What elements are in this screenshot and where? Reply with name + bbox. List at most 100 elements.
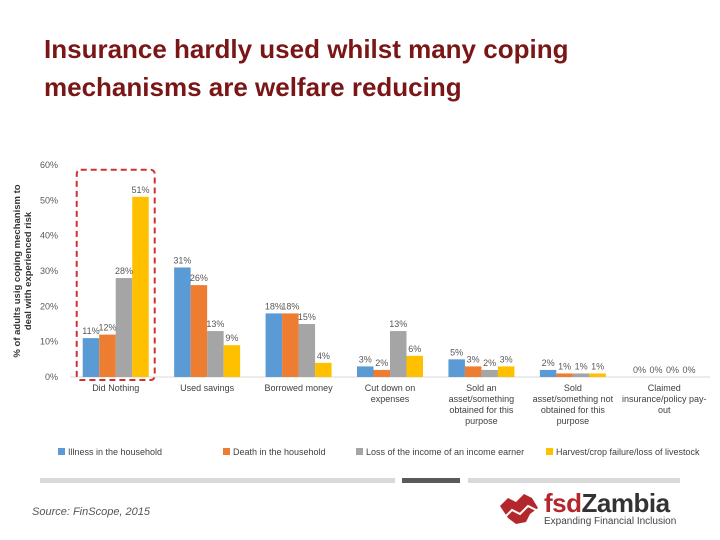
data-label: 11% (82, 326, 99, 336)
category-label-line: Used savings (180, 383, 235, 393)
data-label: 31% (173, 255, 191, 265)
legend-label: Harvest/crop failure/loss of livestock (556, 447, 700, 457)
legend-label: Death in the household (233, 447, 326, 457)
bar (82, 338, 100, 377)
category-label-line: asset/something (449, 394, 515, 404)
data-label: 4% (317, 351, 330, 361)
bar (589, 373, 606, 377)
category-label: Cut down on expenses (365, 383, 416, 404)
category-label: Borrowed money (265, 383, 334, 393)
bar (390, 331, 407, 377)
logo-tagline: Expanding Financial Inclusion (544, 516, 677, 527)
bar (464, 366, 482, 377)
slide-title: Insurance hardly used whilst many coping… (44, 30, 684, 106)
bar (298, 324, 316, 377)
data-label: 3% (500, 354, 513, 364)
highlight-box (75, 168, 156, 381)
data-label: 0% (666, 365, 679, 375)
data-label: 28% (115, 266, 133, 276)
logo-prefix: fsd (544, 488, 582, 518)
logo-wordmark: fsdZambia (544, 488, 670, 519)
data-label: 15% (298, 312, 316, 322)
category-label-line: Sold an (466, 383, 497, 393)
title-line-2: mechanisms are welfare reducing (44, 72, 462, 102)
bar (174, 267, 191, 377)
category-label-line: Borrowed money (265, 383, 334, 393)
category-label: Did Nothing (92, 383, 139, 393)
footer-bar-right (468, 478, 680, 483)
legend-swatch (356, 448, 363, 455)
data-label: 0% (633, 365, 646, 375)
category-label-line: insurance/policy pay- (622, 394, 707, 404)
data-label: 2% (483, 358, 496, 368)
data-label: 5% (450, 347, 463, 357)
bar (265, 313, 283, 377)
bar (99, 334, 116, 377)
y-tick-label: 20% (40, 301, 58, 311)
bar (556, 373, 573, 377)
data-label: 18% (265, 301, 283, 311)
category-label: Sold an asset/something obtained for this p… (449, 383, 515, 426)
data-label: 1% (558, 361, 571, 371)
y-axis-title-line: deal with experienced risk (23, 211, 34, 330)
bar (315, 362, 332, 377)
bar (572, 373, 590, 377)
category-label-line: purpose (465, 416, 498, 426)
logo-suffix: Zambia (581, 488, 671, 518)
grouped-bar-chart: 0% 10% 20% 30% 40% 50% 60% % of adults usig cop… (12, 160, 710, 457)
category-label-line: purpose (557, 416, 590, 426)
category-label: Used savings (180, 383, 235, 393)
y-tick-label: 30% (40, 266, 58, 276)
bar (448, 359, 465, 377)
y-tick-label: 50% (40, 195, 58, 205)
legend-swatch (58, 448, 65, 455)
y-tick-label: 0% (45, 372, 58, 382)
legend-swatch (546, 448, 553, 455)
data-label: 9% (225, 333, 238, 343)
data-label: 51% (131, 185, 149, 195)
data-label: 0% (683, 365, 696, 375)
bar (223, 345, 241, 377)
data-label: 26% (190, 273, 208, 283)
bar (481, 369, 498, 377)
data-label: 6% (408, 344, 421, 354)
y-tick-label: 10% (40, 337, 58, 347)
data-label: 18% (281, 301, 299, 311)
bar (497, 366, 515, 377)
category-label-line: Claimed (648, 383, 681, 393)
data-label: 12% (98, 323, 116, 333)
bar (207, 331, 224, 377)
data-label: 3% (467, 354, 480, 364)
bar (539, 369, 557, 377)
legend-label: Illness in the household (68, 447, 162, 457)
legend-label: Loss of the income of an income earner (366, 447, 524, 457)
bar (282, 313, 299, 377)
category-label: Claimed insurance/policy pay-out (622, 383, 707, 415)
bar (357, 366, 374, 377)
zambia-map-icon (500, 494, 538, 524)
y-axis-title: % of adults usig coping mechanism todeal… (12, 184, 34, 357)
y-tick-label: 60% (40, 160, 58, 170)
title-line-1: Insurance hardly used whilst many coping (44, 34, 569, 64)
bar (190, 285, 208, 377)
footer-bar-mid (402, 478, 460, 483)
category-label-line: expenses (371, 394, 410, 404)
data-label: 1% (591, 361, 604, 371)
bar (132, 196, 149, 377)
fsd-zambia-logo: fsdZambia Expanding Financial Inclusion (496, 486, 696, 530)
y-axis-title-line: % of adults usig coping mechanism to (12, 184, 23, 357)
category-label-line: Sold (564, 383, 582, 393)
category-label-line: obtained for this (541, 405, 606, 415)
data-label: 2% (542, 358, 555, 368)
data-label: 1% (575, 361, 588, 371)
bar (115, 278, 133, 377)
bar (406, 355, 423, 377)
data-label: 2% (375, 358, 388, 368)
data-label: 0% (650, 365, 663, 375)
source-note: Source: FinScope, 2015 (32, 506, 151, 518)
bar (373, 369, 390, 377)
category-label-line: asset/something not (533, 394, 614, 404)
category-label-line: Did Nothing (92, 383, 139, 393)
y-tick-label: 40% (40, 231, 58, 241)
data-label: 3% (359, 354, 372, 364)
